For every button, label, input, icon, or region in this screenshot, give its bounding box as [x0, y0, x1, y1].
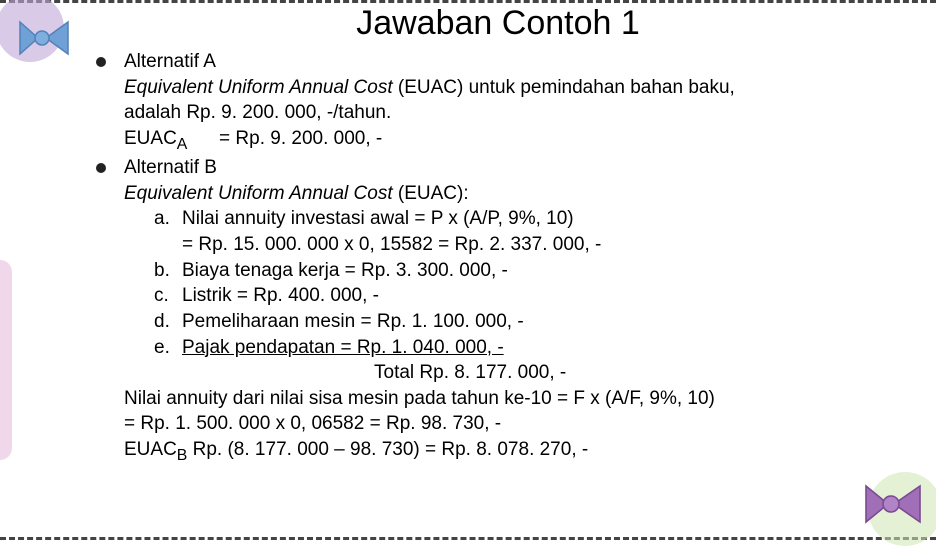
- subscript: A: [177, 136, 188, 153]
- list-marker: e.: [154, 335, 170, 361]
- list-marker: b.: [154, 258, 170, 284]
- text-line: EUACA = Rp. 9. 200. 000, -: [124, 126, 896, 155]
- list-marker: d.: [154, 309, 170, 335]
- list-marker: c.: [154, 283, 169, 309]
- italic-term: Equivalent Uniform Annual Cost: [124, 77, 393, 98]
- text-line: Nilai annuity dari nilai sisa mesin pada…: [124, 386, 896, 412]
- text: Pemeliharaan mesin = Rp. 1. 100. 000, -: [182, 311, 524, 332]
- slide-content: Jawaban Contoh 1 Alternatif A Equivalent…: [0, 0, 936, 478]
- text-line: adalah Rp. 9. 200. 000, -/tahun.: [124, 100, 896, 126]
- text: Biaya tenaga kerja = Rp. 3. 300. 000, -: [182, 260, 508, 281]
- list-item: Alternatif A Equivalent Uniform Annual C…: [100, 49, 896, 155]
- ordered-list: a. Nilai annuity investasi awal = P x (A…: [124, 206, 896, 360]
- list-item: a. Nilai annuity investasi awal = P x (A…: [154, 206, 896, 257]
- text: = Rp. 9. 200. 000, -: [214, 128, 382, 149]
- text-line: = Rp. 1. 500. 000 x 0, 06582 = Rp. 98. 7…: [124, 411, 896, 437]
- text: EUAC: [124, 439, 177, 460]
- list-item: e. Pajak pendapatan = Rp. 1. 040. 000, -: [154, 335, 896, 361]
- text-line: Equivalent Uniform Annual Cost (EUAC) un…: [124, 75, 896, 101]
- text: (EUAC):: [393, 183, 469, 204]
- text-line: EUACB Rp. (8. 177. 000 – 98. 730) = Rp. …: [124, 437, 896, 466]
- bow-icon: [860, 478, 926, 532]
- list-marker: a.: [154, 206, 170, 232]
- text-line: Equivalent Uniform Annual Cost (EUAC):: [124, 181, 896, 207]
- bullet-list: Alternatif A Equivalent Uniform Annual C…: [100, 49, 896, 466]
- text-underline: Pajak pendapatan = Rp. 1. 040. 000, -: [182, 337, 504, 358]
- text: EUAC: [124, 128, 177, 149]
- alt-a-heading: Alternatif A: [124, 49, 896, 75]
- list-item: b. Biaya tenaga kerja = Rp. 3. 300. 000,…: [154, 258, 896, 284]
- list-item: d. Pemeliharaan mesin = Rp. 1. 100. 000,…: [154, 309, 896, 335]
- alt-b-heading: Alternatif B: [124, 155, 896, 181]
- text-line: = Rp. 15. 000. 000 x 0, 15582 = Rp. 2. 3…: [182, 232, 896, 258]
- page-title: Jawaban Contoh 1: [100, 4, 896, 43]
- subscript: B: [177, 447, 188, 464]
- text: Listrik = Rp. 400. 000, -: [182, 285, 379, 306]
- text: Rp. (8. 177. 000 – 98. 730) = Rp. 8. 078…: [187, 439, 588, 460]
- text: Nilai annuity investasi awal = P x (A/P,…: [182, 208, 574, 229]
- list-item: c. Listrik = Rp. 400. 000, -: [154, 283, 896, 309]
- italic-term: Equivalent Uniform Annual Cost: [124, 183, 393, 204]
- total-line: Total Rp. 8. 177. 000, -: [124, 360, 896, 386]
- list-item: Alternatif B Equivalent Uniform Annual C…: [100, 155, 896, 466]
- text: (EUAC) untuk pemindahan bahan baku,: [393, 77, 735, 98]
